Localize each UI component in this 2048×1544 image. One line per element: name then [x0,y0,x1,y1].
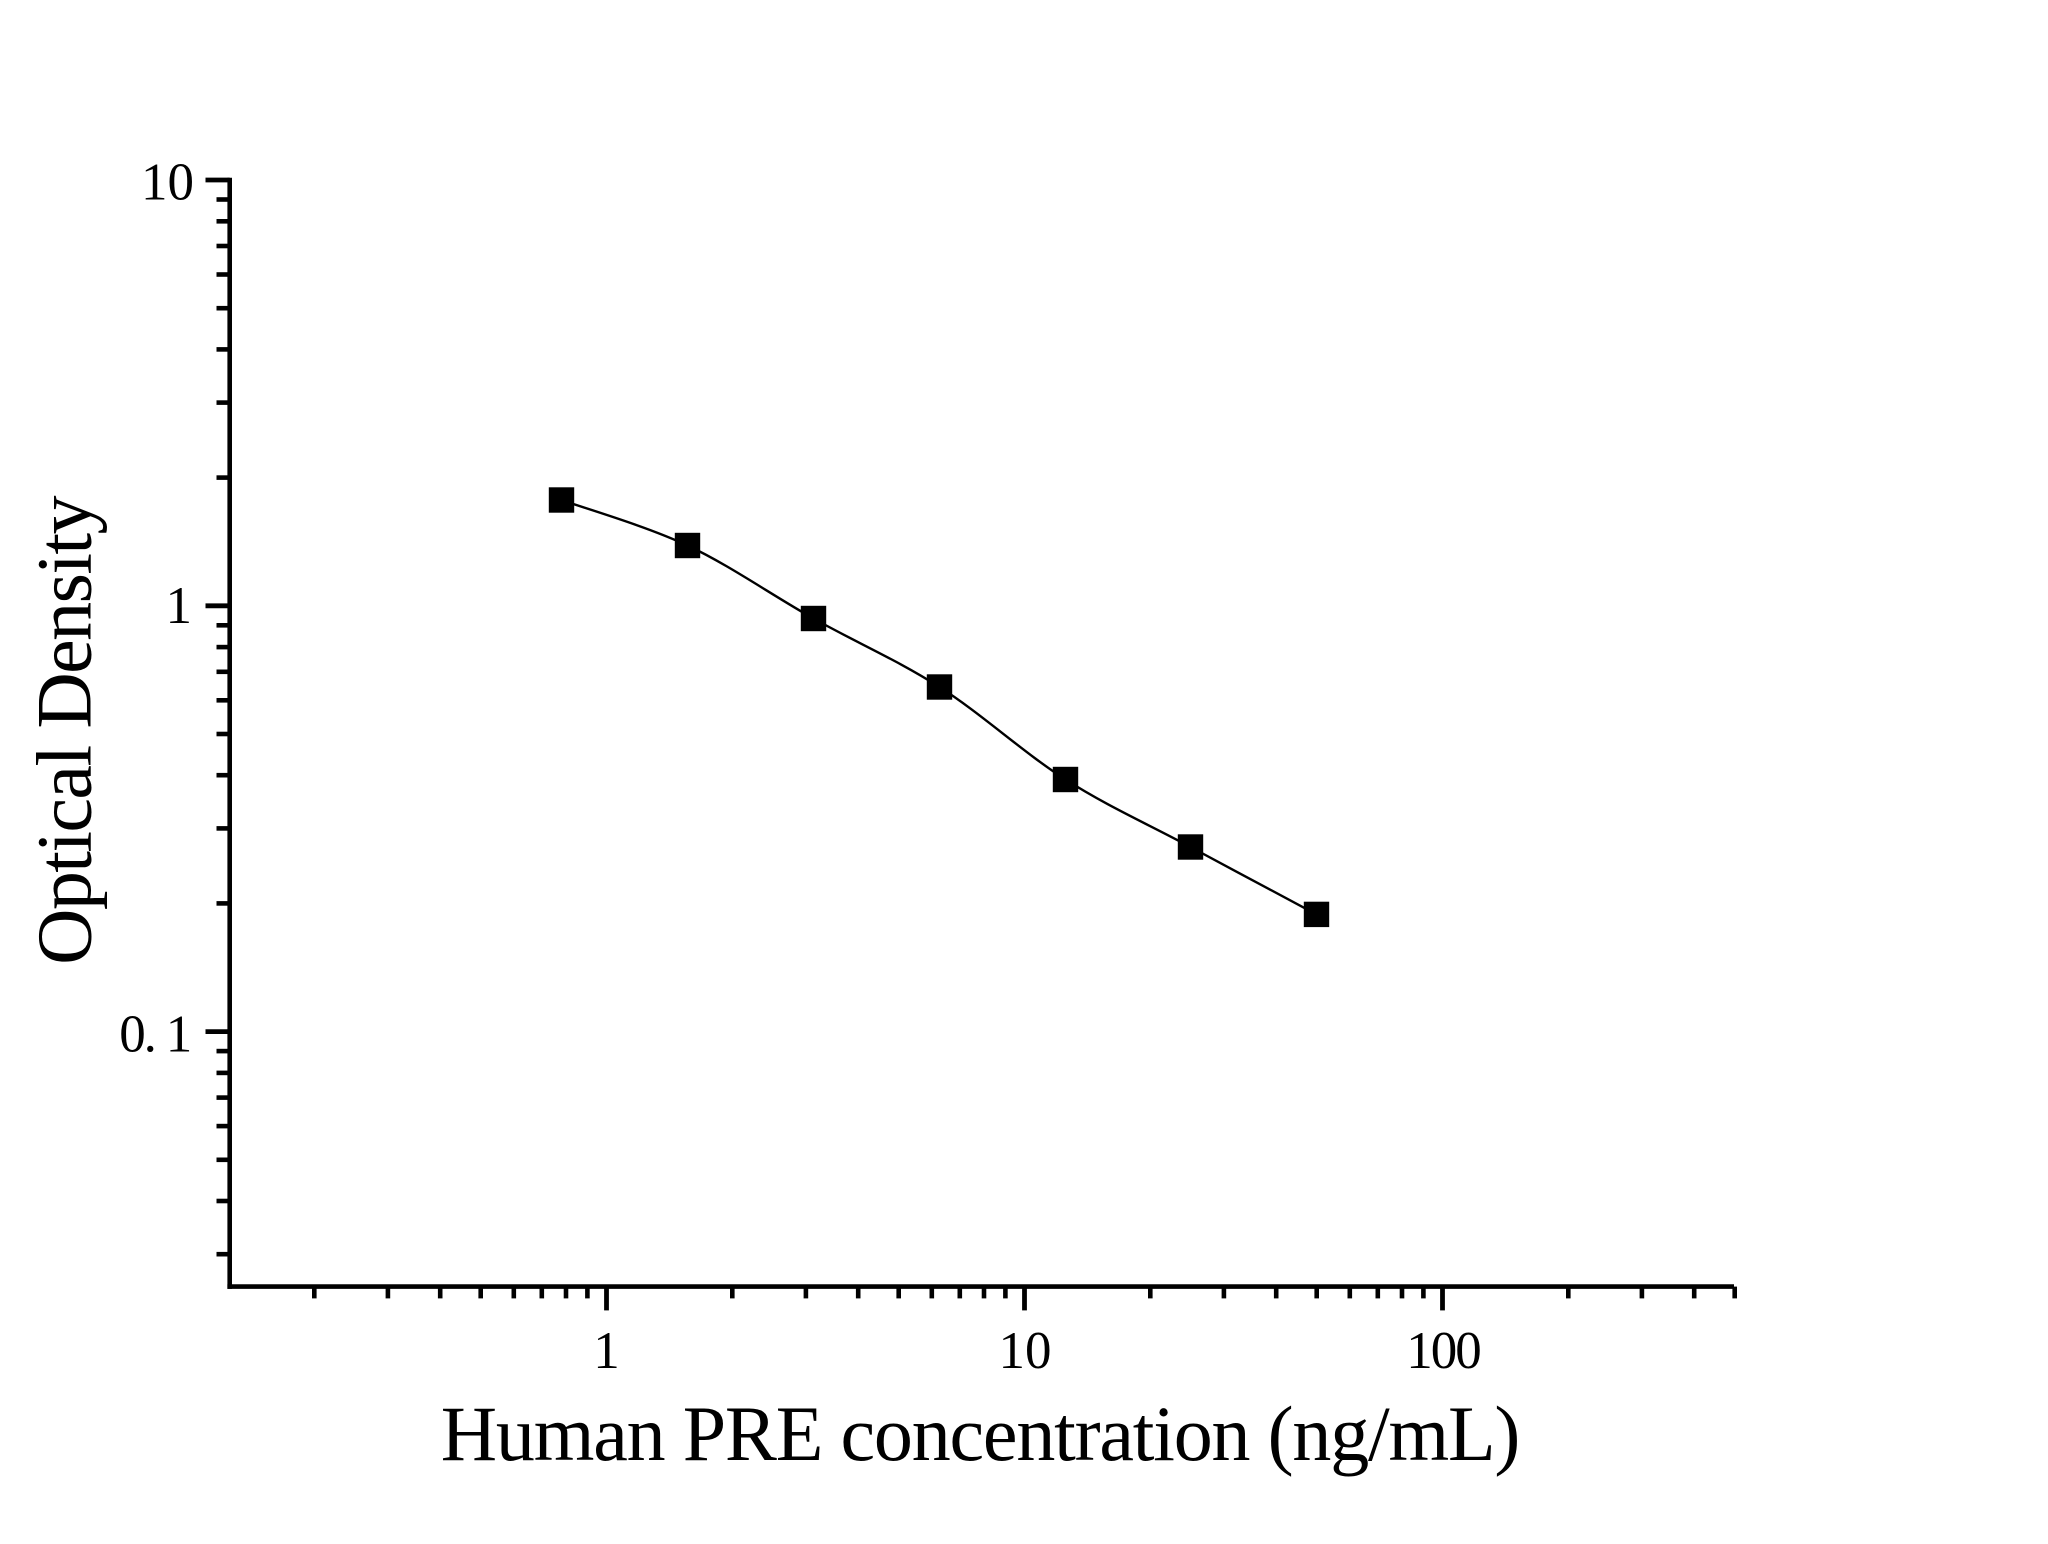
svg-text:10: 10 [141,154,194,212]
svg-text:10: 10 [999,1322,1052,1380]
svg-text:100: 100 [1406,1322,1480,1380]
svg-text:1: 1 [166,577,193,635]
svg-text:0. 1: 0. 1 [119,1006,190,1064]
svg-text:1: 1 [593,1322,620,1380]
svg-text:Human PRE concentration (ng/mL: Human PRE concentration (ng/mL) [441,1390,1519,1477]
svg-text:Optical Density: Optical Density [21,496,108,965]
